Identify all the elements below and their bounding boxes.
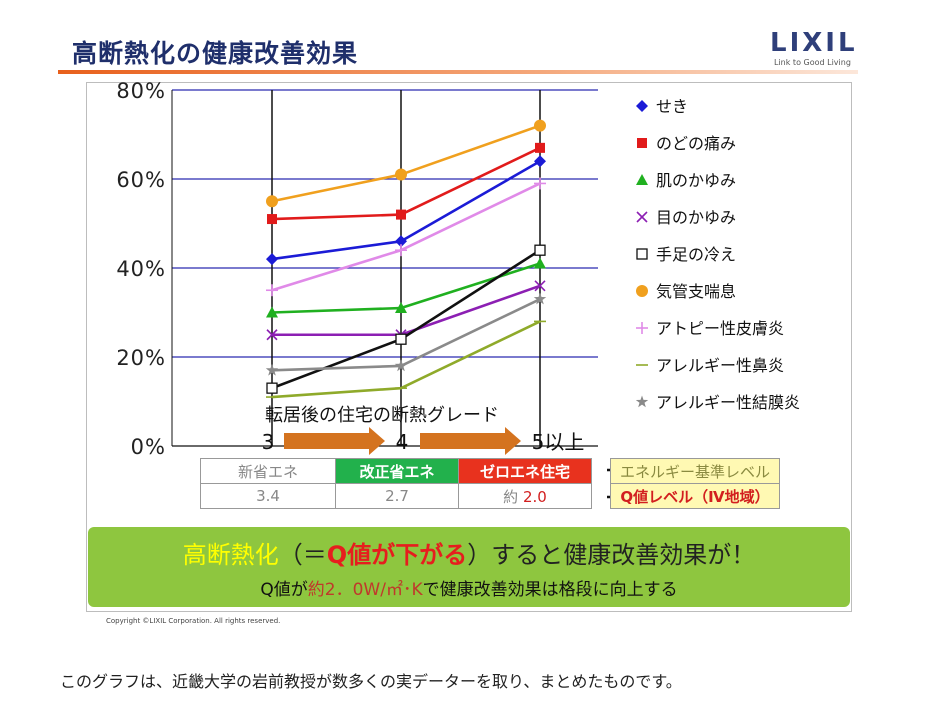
marker-star [635,395,649,408]
marker-diamond [636,100,648,112]
marker-square [267,214,277,225]
banner-hl-a: 高断熱化 [182,541,279,569]
legend-label: アトピー性皮膚炎 [656,319,784,338]
page-title: 高断熱化の健康改善効果 [72,39,359,68]
x-tick-label: 5以上 [532,430,585,454]
marker-triangle [636,174,648,185]
marker-star [533,292,547,305]
x-tick-label: 3 [262,430,275,454]
legend-label: 手足の冷え [656,245,736,264]
marker-square-open [636,248,648,260]
marker-square [535,142,545,153]
grade-table: 新省エネ 改正省エネ ゼロエネ住宅 エネルギー基準レベル 3.4 2.7 約 2… [200,458,780,509]
grade-arrow [420,427,521,455]
marker-triangle [395,302,407,314]
series-line [271,124,541,203]
grade-header-shin: 新省エネ [200,458,336,484]
logo-tagline: Link to Good Living [774,58,851,67]
y-tick-label: 60% [116,168,166,192]
legend-label: アレルギー性鼻炎 [656,356,784,375]
x-tick-label: 4 [396,430,409,454]
banner-sub-b: 約2．0W/㎡･K [307,580,423,600]
legend-label: 肌のかゆみ [656,171,736,190]
copyright: Copyright ©LIXIL Corporation. All rights… [106,617,281,625]
q-value-approx: 約 [503,487,519,506]
banner-hl-b: （＝ [278,541,327,569]
marker-x [534,280,546,292]
lixil-logo: LIXIL [770,28,858,58]
marker-square [396,209,406,220]
marker-square [637,138,647,148]
grade-header-zeroene: ゼロエネ住宅 [458,458,592,484]
y-tick-label: 80% [116,79,166,103]
marker-x [266,329,278,341]
marker-star [265,363,279,376]
banner-sub-c: で健康改善効果は格段に向上する [422,580,678,600]
grade-header-kaisei: 改正省エネ [335,458,459,484]
q-value-5: 約 2.0 [458,483,592,509]
marker-circle [534,119,546,132]
marker-square-open [534,244,546,256]
caption: このグラフは、近畿大学の岩前教授が数多くの実データーを取り、まとめたものです。 [60,672,682,691]
marker-circle [266,195,278,208]
q-value-4: 2.7 [335,483,459,509]
title-underline [58,70,858,74]
marker-square-open [395,333,407,345]
banner-subline: Q値が約2．0W/㎡･Kで健康改善効果は格段に向上する [88,575,850,600]
q-level-label: Q値レベル（Ⅳ地域） [610,483,780,509]
legend-label: 目のかゆみ [656,208,736,227]
legend-label: のどの痛み [656,134,736,153]
banner-hl-c: Q値が下がる [326,541,468,569]
legend-label: 気管支喘息 [656,282,736,301]
marker-x [636,211,648,223]
chart-panel [86,82,852,612]
y-tick-label: 20% [116,346,166,370]
q-value-3: 3.4 [200,483,336,509]
banner-sub-a: Q値が [260,580,308,600]
y-tick-label: 0% [131,435,166,459]
grade-arrow [284,427,385,455]
marker-triangle [266,306,278,318]
marker-circle [636,285,648,297]
series-line [271,262,541,314]
marker-star [394,359,408,372]
banner-hl-d: ）すると健康改善効果が！ [467,541,756,569]
y-tick-label: 40% [116,257,166,281]
q-value-5-number: 2.0 [522,487,547,506]
summary-banner: 高断熱化（＝Q値が下がる）すると健康改善効果が！ Q値が約2．0W/㎡･Kで健康… [88,527,850,607]
marker-triangle [534,257,546,269]
marker-circle [395,168,407,181]
energy-level-label: エネルギー基準レベル [610,458,780,484]
marker-square-open [266,382,278,394]
marker-diamond [266,253,278,266]
x-axis-title: 転居後の住宅の断熱グレード [265,405,499,426]
marker-diamond [395,235,407,248]
legend-label: せき [656,97,688,116]
legend-label: アレルギー性結膜炎 [656,393,800,412]
marker-diamond [534,155,546,168]
series-line [271,182,541,292]
banner-headline: 高断熱化（＝Q値が下がる）すると健康改善効果が！ [88,535,850,570]
